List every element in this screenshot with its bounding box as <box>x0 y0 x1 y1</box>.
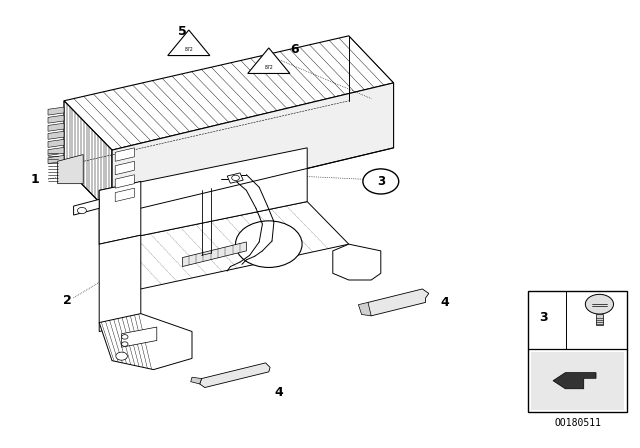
Polygon shape <box>99 148 307 244</box>
Polygon shape <box>115 148 134 161</box>
Polygon shape <box>333 244 381 280</box>
Polygon shape <box>64 101 112 215</box>
Circle shape <box>77 207 86 214</box>
Polygon shape <box>48 155 64 164</box>
Polygon shape <box>99 235 141 332</box>
Polygon shape <box>48 139 64 147</box>
Circle shape <box>122 342 128 346</box>
Circle shape <box>363 169 399 194</box>
Polygon shape <box>122 327 157 347</box>
Circle shape <box>122 335 128 339</box>
Polygon shape <box>48 115 64 123</box>
Polygon shape <box>200 363 270 388</box>
Polygon shape <box>168 30 210 56</box>
Text: 872: 872 <box>184 47 193 52</box>
Polygon shape <box>115 175 134 188</box>
Polygon shape <box>48 131 64 139</box>
Text: 6: 6 <box>290 43 299 56</box>
Polygon shape <box>99 314 192 370</box>
Polygon shape <box>596 314 604 325</box>
Polygon shape <box>48 147 64 155</box>
Polygon shape <box>99 202 349 289</box>
Text: 1: 1 <box>31 172 40 186</box>
Polygon shape <box>365 289 429 316</box>
Text: 4: 4 <box>274 385 283 399</box>
Text: 2: 2 <box>63 293 72 307</box>
Text: OO180511: OO180511 <box>554 418 601 428</box>
Polygon shape <box>74 199 99 215</box>
Polygon shape <box>182 242 246 267</box>
Circle shape <box>116 352 127 360</box>
Polygon shape <box>553 373 596 389</box>
Circle shape <box>586 294 614 314</box>
Polygon shape <box>358 302 371 316</box>
Polygon shape <box>48 123 64 131</box>
Polygon shape <box>248 48 290 73</box>
Polygon shape <box>64 36 394 150</box>
Bar <box>528 291 627 412</box>
Polygon shape <box>531 352 624 410</box>
Text: 4: 4 <box>440 296 449 309</box>
Circle shape <box>236 221 302 267</box>
Text: 3: 3 <box>540 311 548 324</box>
Polygon shape <box>227 173 243 183</box>
Polygon shape <box>191 377 202 384</box>
Polygon shape <box>99 181 141 244</box>
Polygon shape <box>48 107 64 115</box>
Circle shape <box>232 175 239 181</box>
Text: 3: 3 <box>377 175 385 188</box>
Polygon shape <box>112 83 394 215</box>
Polygon shape <box>58 155 83 184</box>
Polygon shape <box>115 161 134 175</box>
Text: 872: 872 <box>264 65 273 69</box>
Text: 5: 5 <box>178 25 187 38</box>
Polygon shape <box>115 188 134 202</box>
